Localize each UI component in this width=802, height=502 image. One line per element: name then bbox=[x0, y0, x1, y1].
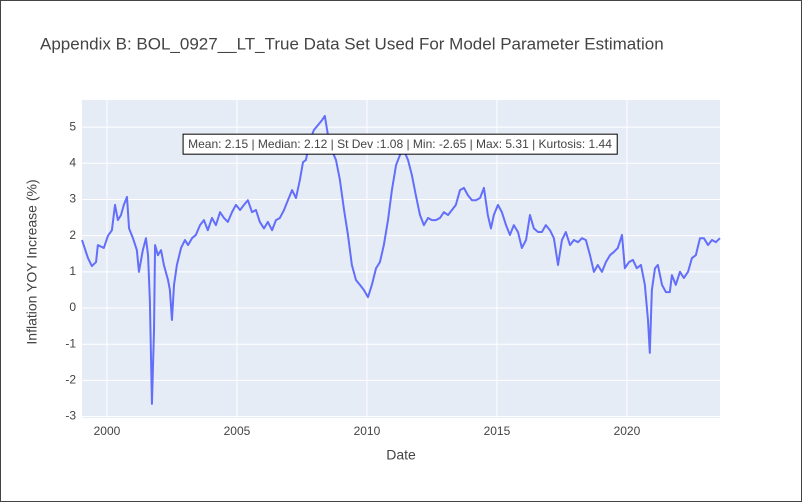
y-tick-label: 5 bbox=[69, 119, 76, 133]
x-axis-title: Date bbox=[386, 447, 416, 463]
x-tick-label: 2005 bbox=[224, 424, 251, 438]
x-tick-label: 2010 bbox=[354, 424, 381, 438]
x-tick-label: 2020 bbox=[614, 424, 641, 438]
chart-title: Appendix B: BOL_0927__LT_True Data Set U… bbox=[40, 34, 664, 53]
y-axis-title: Inflation YOY Increase (%) bbox=[24, 179, 40, 344]
y-tick-label: 4 bbox=[69, 155, 76, 169]
y-tick-label: -2 bbox=[65, 373, 76, 387]
annotation: Mean: 2.15 | Median: 2.12 | St Dev :1.08… bbox=[188, 137, 612, 151]
y-tick-label: -3 bbox=[65, 409, 76, 423]
annotation-box bbox=[182, 133, 618, 155]
y-tick-label: 1 bbox=[69, 264, 76, 278]
y-tick-label: -1 bbox=[65, 336, 76, 350]
x-tick-label: 2015 bbox=[484, 424, 511, 438]
y-tick-label: 3 bbox=[69, 192, 76, 206]
data-line bbox=[81, 114, 721, 405]
y-tick-label: 0 bbox=[69, 300, 76, 314]
x-tick-label: 2000 bbox=[94, 424, 121, 438]
y-tick-label: 2 bbox=[69, 228, 76, 242]
